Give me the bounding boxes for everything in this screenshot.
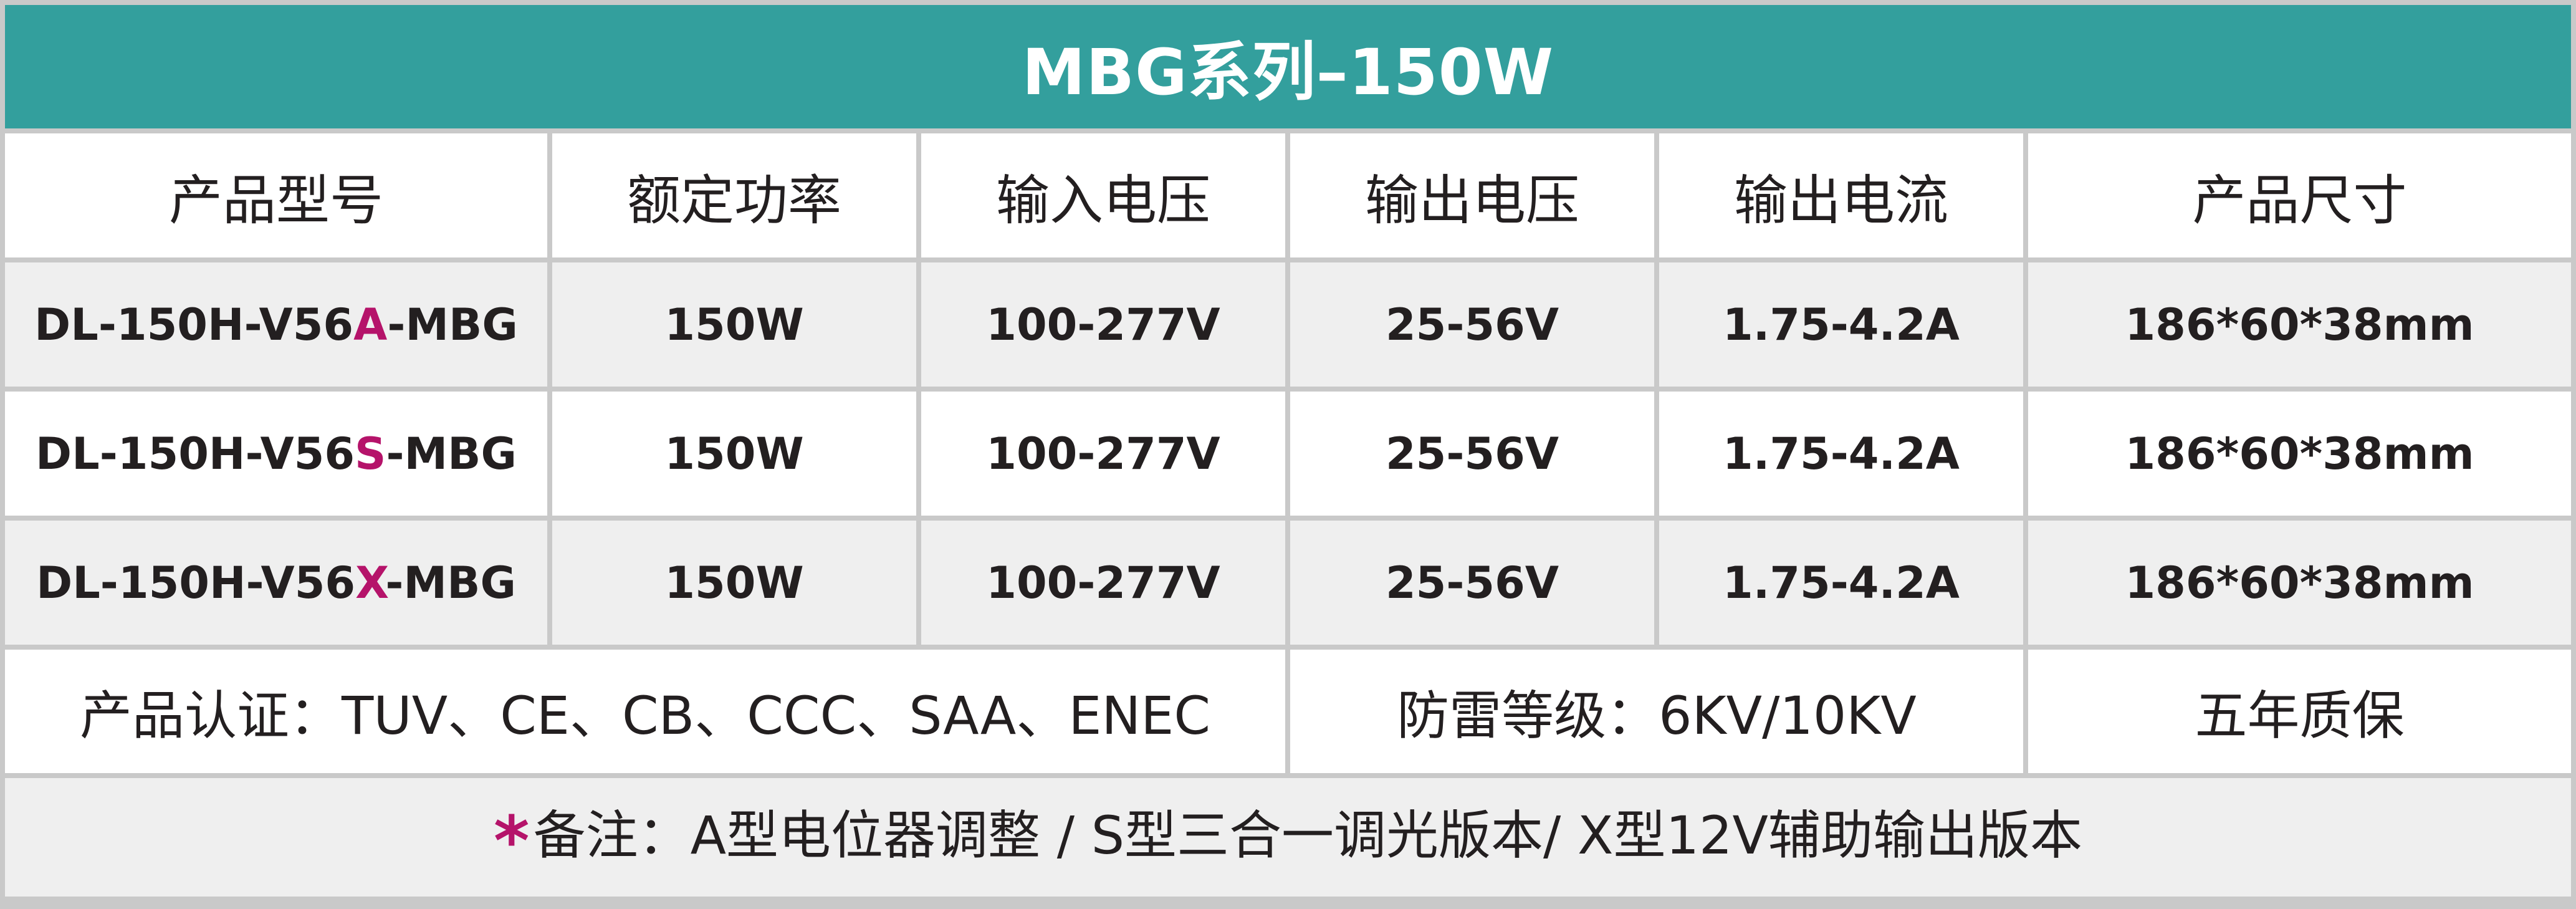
model-variant: A	[353, 299, 388, 350]
table-row: DL-150H-V56S-MBG 150W 100-277V 25-56V 1.…	[5, 392, 2571, 521]
asterisk-icon: *	[494, 801, 530, 881]
model-cell: DL-150H-V56X-MBG	[5, 521, 552, 650]
header-power: 额定功率	[552, 133, 921, 262]
certification-cell: 产品认证：TUV、CE、CB、CCC、SAA、ENEC	[5, 650, 1290, 778]
note-cell: *备注：A型电位器调整 / S型三合一调光版本/ X型12V辅助输出版本	[5, 778, 2571, 897]
spec-table: 产品型号 额定功率 输入电压 输出电压 输出电流 产品尺寸 DL-150H-V5…	[5, 133, 2571, 897]
model-variant: X	[355, 557, 386, 608]
size-cell: 186*60*38mm	[2028, 521, 2571, 650]
model-prefix: DL-150H-V56	[36, 557, 356, 608]
header-model: 产品型号	[5, 133, 552, 262]
power-cell: 150W	[552, 262, 921, 392]
model-cell: DL-150H-V56S-MBG	[5, 392, 552, 521]
output-current-cell: 1.75-4.2A	[1659, 392, 2028, 521]
header-input-voltage: 输入电压	[921, 133, 1290, 262]
output-voltage-cell: 25-56V	[1290, 262, 1659, 392]
input-voltage-cell: 100-277V	[921, 392, 1290, 521]
header-row: 产品型号 额定功率 输入电压 输出电压 输出电流 产品尺寸	[5, 133, 2571, 262]
output-current-cell: 1.75-4.2A	[1659, 521, 2028, 650]
power-cell: 150W	[552, 392, 921, 521]
table-title: MBG系列–150W	[5, 5, 2571, 128]
surge-protection-cell: 防雷等级：6KV/10KV	[1290, 650, 2028, 778]
model-suffix: -MBG	[386, 428, 517, 479]
warranty-cell: 五年质保	[2028, 650, 2571, 778]
header-output-current: 输出电流	[1659, 133, 2028, 262]
table-row: DL-150H-V56A-MBG 150W 100-277V 25-56V 1.…	[5, 262, 2571, 392]
size-cell: 186*60*38mm	[2028, 392, 2571, 521]
model-variant: S	[355, 428, 386, 479]
model-suffix: -MBG	[385, 557, 516, 608]
output-voltage-cell: 25-56V	[1290, 521, 1659, 650]
output-current-cell: 1.75-4.2A	[1659, 262, 2028, 392]
note-text: 备注：A型电位器调整 / S型三合一调光版本/ X型12V辅助输出版本	[533, 805, 2082, 866]
input-voltage-cell: 100-277V	[921, 521, 1290, 650]
model-suffix: -MBG	[387, 299, 518, 350]
table-row: DL-150H-V56X-MBG 150W 100-277V 25-56V 1.…	[5, 521, 2571, 650]
header-size: 产品尺寸	[2028, 133, 2571, 262]
model-prefix: DL-150H-V56	[34, 299, 354, 350]
model-cell: DL-150H-V56A-MBG	[5, 262, 552, 392]
output-voltage-cell: 25-56V	[1290, 392, 1659, 521]
header-output-voltage: 输出电压	[1290, 133, 1659, 262]
power-cell: 150W	[552, 521, 921, 650]
info-row: 产品认证：TUV、CE、CB、CCC、SAA、ENEC 防雷等级：6KV/10K…	[5, 650, 2571, 778]
note-row: *备注：A型电位器调整 / S型三合一调光版本/ X型12V辅助输出版本	[5, 778, 2571, 897]
input-voltage-cell: 100-277V	[921, 262, 1290, 392]
size-cell: 186*60*38mm	[2028, 262, 2571, 392]
model-prefix: DL-150H-V56	[36, 428, 355, 479]
